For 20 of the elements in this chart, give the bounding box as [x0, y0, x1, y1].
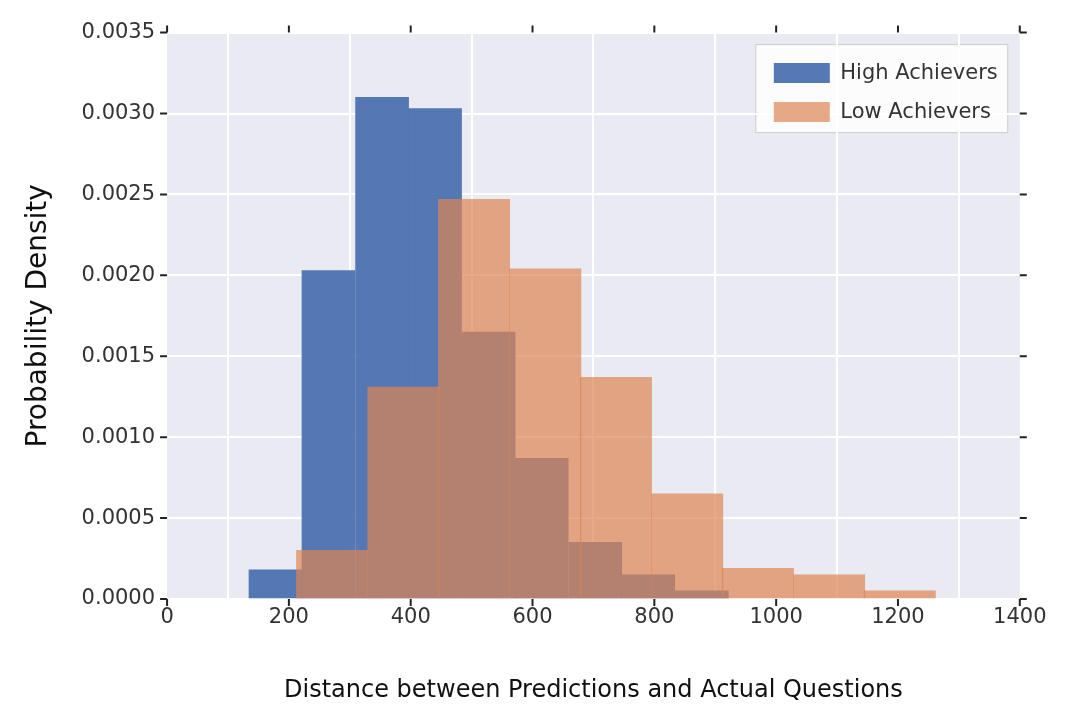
x-tick-label: 0 [160, 604, 174, 629]
legend-label: High Achievers [840, 59, 998, 84]
x-tick-label: 600 [512, 604, 553, 629]
y-tick-label: 0.0025 [81, 180, 156, 205]
y-tick-label: 0.0005 [81, 504, 156, 529]
y-tick-label: 0.0010 [81, 423, 156, 448]
y-axis-title: Probability Density [20, 184, 54, 448]
x-tick-label: 1400 [993, 604, 1047, 629]
x-tick-label: 1200 [871, 604, 925, 629]
y-tick-label: 0.0015 [81, 342, 156, 367]
y-tick-label: 0.0000 [81, 585, 156, 610]
x-tick-label: 1000 [749, 604, 803, 629]
x-tick-label: 200 [268, 604, 309, 629]
x-tick-label: 400 [390, 604, 431, 629]
x-axis-title: Distance between Predictions and Actual Questions [284, 674, 903, 703]
legend-label: Low Achievers [840, 98, 991, 123]
y-tick-label: 0.0020 [81, 261, 156, 286]
y-tick-label: 0.0035 [81, 19, 156, 44]
x-tick-label: 800 [634, 604, 675, 629]
y-tick-label: 0.0030 [81, 99, 156, 124]
